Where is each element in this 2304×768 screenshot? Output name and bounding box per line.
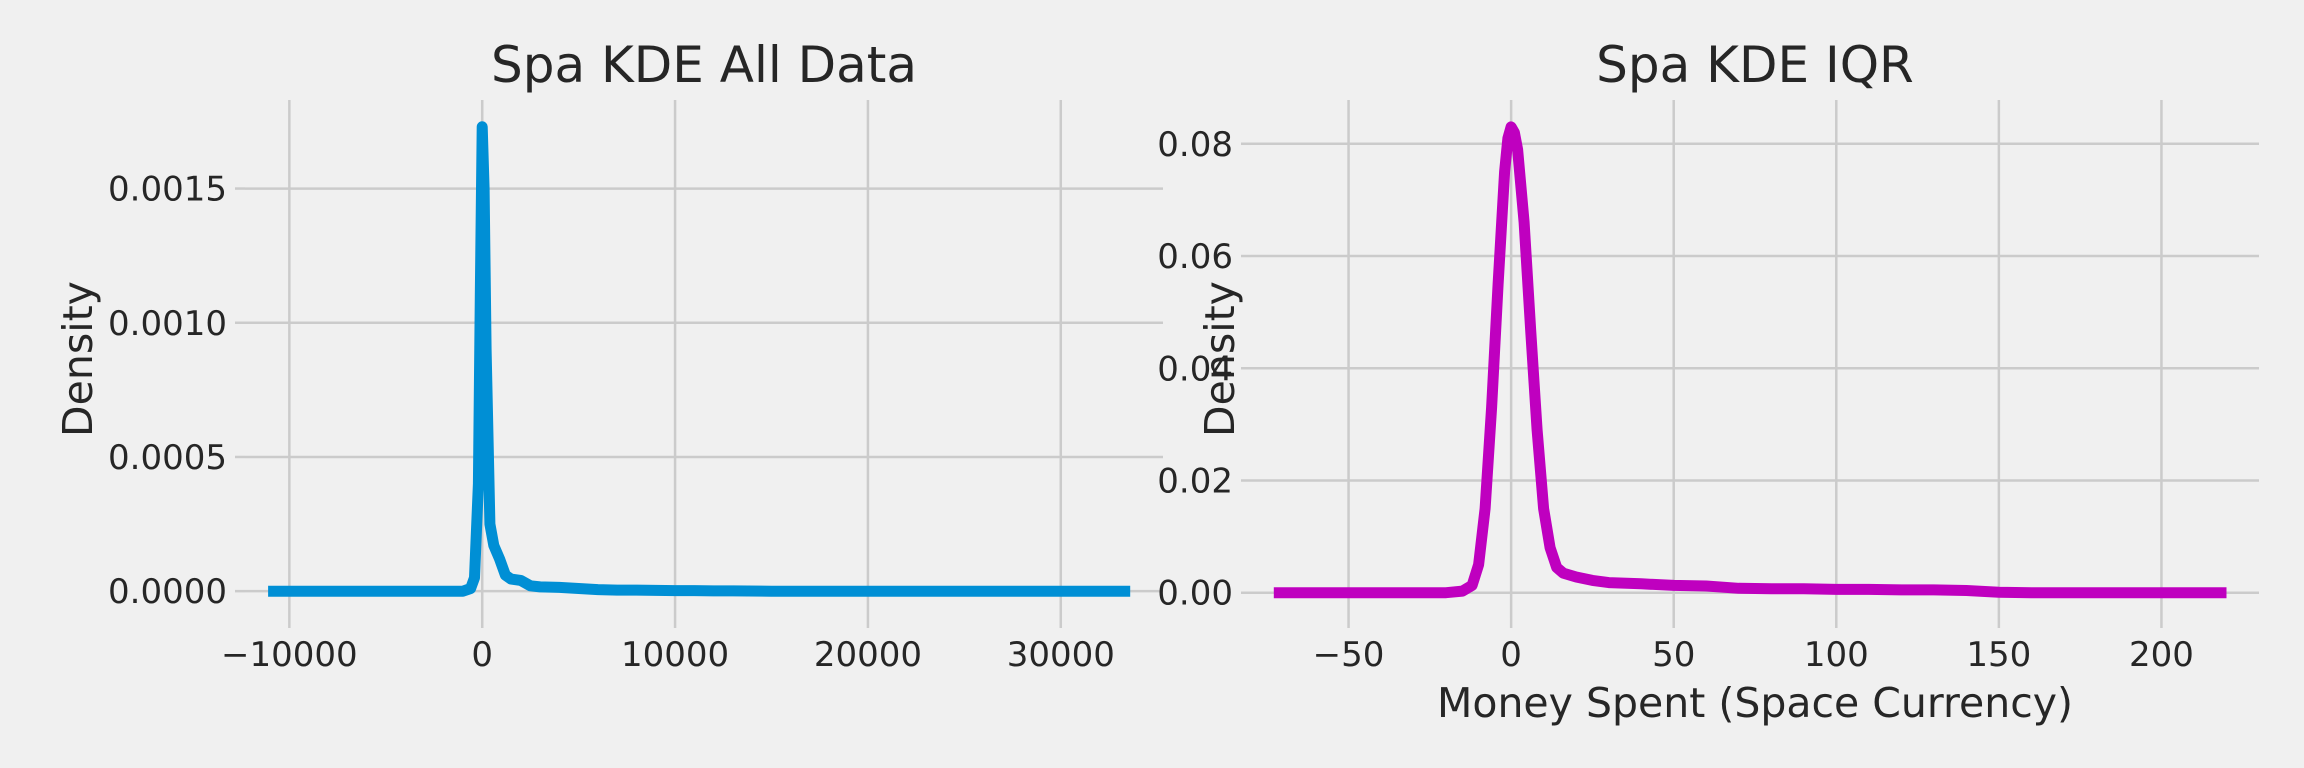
y-tick-label: 0.0000 bbox=[108, 572, 227, 612]
x-tick-label: −50 bbox=[1313, 635, 1385, 675]
x-tick-label: 50 bbox=[1652, 635, 1695, 675]
chart-title: Spa KDE IQR bbox=[1596, 36, 1914, 94]
y-tick-label: 0.02 bbox=[1157, 462, 1233, 502]
y-tick-label: 0.0010 bbox=[108, 304, 227, 344]
kde-series-line bbox=[268, 121, 1131, 597]
y-tick-label: 0.04 bbox=[1157, 349, 1233, 389]
x-tick-label: 200 bbox=[2129, 635, 2194, 675]
y-tick-label: 0.06 bbox=[1157, 237, 1233, 277]
x-axis-label: Money Spent (Space Currency) bbox=[1437, 679, 2073, 727]
y-axis-label: Density bbox=[1196, 281, 1244, 437]
x-tick-label: −10000 bbox=[221, 635, 358, 675]
chart-title: Spa KDE All Data bbox=[491, 36, 917, 94]
chart-panel-iqr: −50 0 50 100 150 200 0.00 0.02 0.04 0.06 0.08 Spa K… bbox=[1157, 36, 2259, 727]
chart-panel-all-data: −10000 0 10000 20000 30000 0.0000 0.0005 0.0010… bbox=[54, 36, 1163, 675]
x-tick-label: 10000 bbox=[621, 635, 729, 675]
kde-series-line bbox=[1273, 121, 2227, 599]
y-tick-label: 0.00 bbox=[1157, 574, 1233, 614]
x-tick-label: 150 bbox=[1966, 635, 2031, 675]
y-axis-label: Density bbox=[54, 281, 102, 437]
y-tick-label: 0.0015 bbox=[108, 170, 227, 210]
x-tick-label: 20000 bbox=[814, 635, 922, 675]
y-tick-label: 0.0005 bbox=[108, 438, 227, 478]
x-tick-label: 0 bbox=[1500, 635, 1522, 675]
grid bbox=[245, 100, 1163, 618]
y-tick-label: 0.08 bbox=[1157, 125, 1233, 165]
x-tick-label: 0 bbox=[471, 635, 493, 675]
x-tick-label: 30000 bbox=[1007, 635, 1115, 675]
x-tick-label: 100 bbox=[1804, 635, 1869, 675]
grid bbox=[1251, 100, 2259, 618]
